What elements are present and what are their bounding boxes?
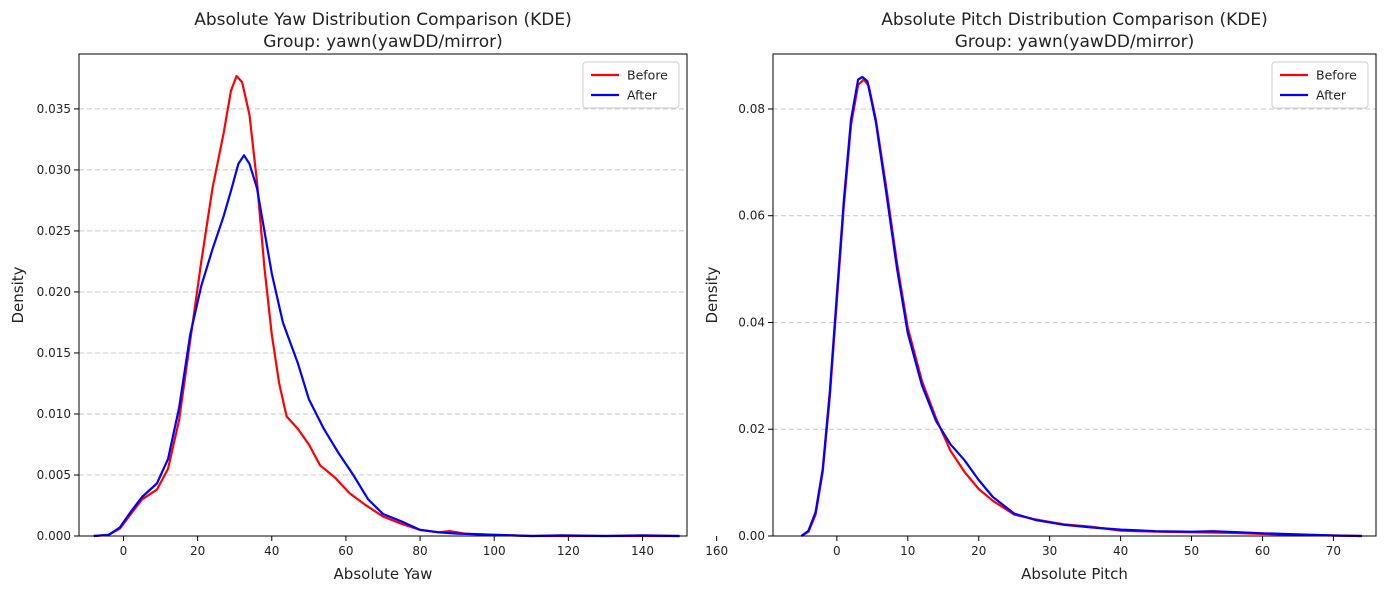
y-tick-label: 0.020 (37, 285, 71, 299)
y-tick-label: 0.030 (37, 163, 71, 177)
y-tick-label: 0.08 (738, 102, 765, 116)
y-tick-label: 0.035 (37, 102, 71, 116)
series-line-after (93, 154, 680, 538)
x-tick-label: 140 (631, 544, 654, 558)
chart-subtitle: Group: yawn(yawDD/mirror) (955, 32, 1195, 52)
x-tick-label: 120 (557, 544, 580, 558)
x-tick-label: 100 (483, 544, 506, 558)
legend-label-after: After (627, 88, 658, 103)
plot-frame (772, 53, 1377, 537)
chart-2: 0 10 20 30 40 50 60 70 0.00 0.02 0.04 0.06 0.08 Absol… (703, 10, 1377, 583)
y-tick-label: 0.025 (37, 224, 71, 238)
y-tick-label: 0.00 (738, 529, 765, 543)
x-tick-label: 60 (338, 544, 353, 558)
legend-label-before: Before (627, 68, 668, 83)
y-tick-label: 0.005 (37, 468, 71, 482)
legend-box (1271, 61, 1369, 109)
y-tick-label: 0.04 (738, 315, 765, 329)
y-tick-label: 0.000 (37, 529, 71, 543)
x-tick-label: 60 (1255, 544, 1270, 558)
x-tick-label: 30 (1042, 544, 1057, 558)
y-axis-label: Density (703, 266, 721, 323)
x-tick-label: 40 (264, 544, 279, 558)
y-axis-label: Density (9, 266, 27, 323)
y-tick-label: 0.02 (738, 422, 765, 436)
x-axis-label: Absolute Yaw (334, 565, 433, 583)
series-line-before (93, 74, 680, 538)
x-axis-label: Absolute Pitch (1021, 565, 1128, 583)
y-tick-label: 0.015 (37, 346, 71, 360)
legend: Before After (1271, 61, 1369, 109)
plot-frame (78, 53, 688, 537)
x-tick-label: 50 (1184, 544, 1199, 558)
x-tick-label: 160 (705, 544, 728, 558)
x-tick-label: 20 (971, 544, 986, 558)
chart-subtitle: Group: yawn(yawDD/mirror) (263, 32, 503, 52)
x-tick-label: 0 (120, 544, 128, 558)
x-tick-label: 0 (833, 544, 841, 558)
legend-box (582, 61, 680, 109)
y-tick-label: 0.010 (37, 407, 71, 421)
x-tick-label: 10 (900, 544, 915, 558)
x-tick-label: 20 (190, 544, 205, 558)
legend-label-before: Before (1316, 68, 1357, 83)
chart-title: Absolute Pitch Distribution Comparison (… (881, 10, 1268, 30)
chart-1: 0 20 40 60 80 100 120 140 160 0.000 0.005 0.010 0.01… (9, 10, 728, 583)
y-tick-label: 0.06 (738, 209, 765, 223)
chart-title: Absolute Yaw Distribution Comparison (KD… (194, 10, 572, 30)
x-tick-label: 70 (1326, 544, 1341, 558)
x-tick-label: 40 (1113, 544, 1128, 558)
legend-label-after: After (1316, 88, 1347, 103)
legend: Before After (582, 61, 680, 109)
series-line-after (800, 75, 1362, 538)
series-line-before (800, 78, 1362, 538)
x-tick-label: 80 (412, 544, 427, 558)
